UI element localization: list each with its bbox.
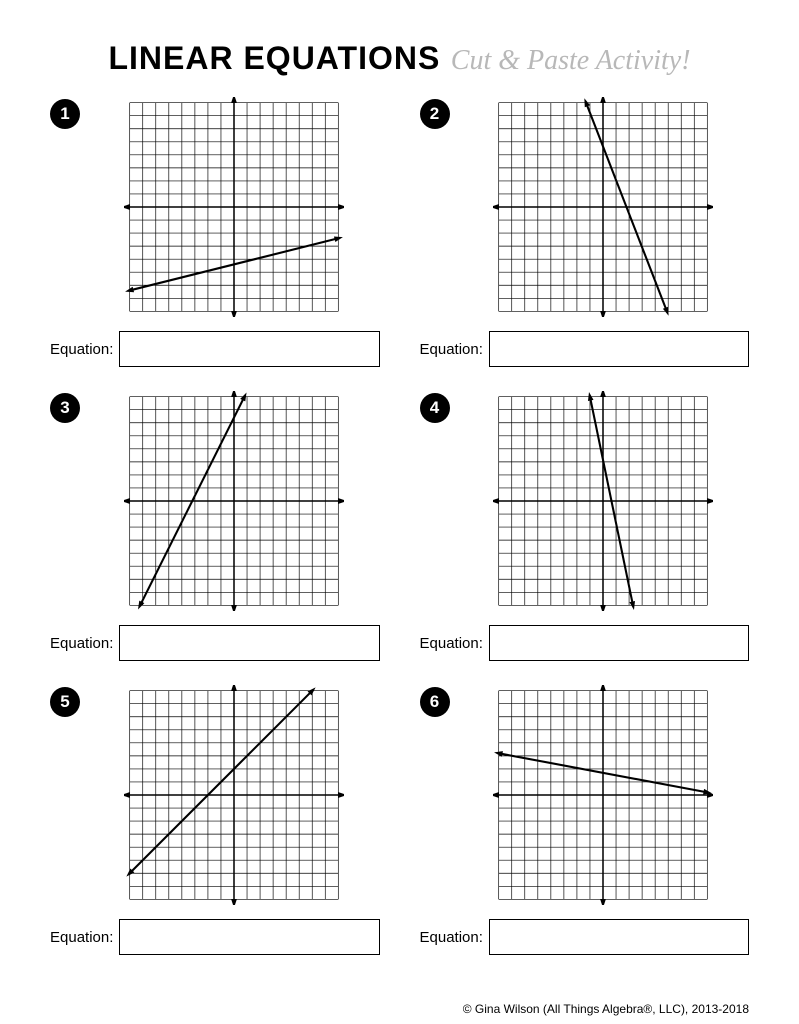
coordinate-grid	[124, 391, 344, 611]
problem-5: 5 Equation:	[50, 685, 380, 955]
title-script: Cut & Paste Activity!	[451, 45, 691, 76]
graph-wrap	[458, 97, 750, 317]
number-badge: 5	[50, 687, 80, 717]
problem-1: 1 Equation:	[50, 97, 380, 367]
equation-answer-box[interactable]	[489, 919, 749, 955]
coordinate-grid	[124, 685, 344, 905]
problem-3: 3 Equation:	[50, 391, 380, 661]
equation-row: Equation:	[50, 625, 380, 661]
equation-row: Equation:	[50, 331, 380, 367]
equation-answer-box[interactable]	[119, 331, 379, 367]
equation-label: Equation:	[420, 341, 483, 358]
graph-wrap	[458, 391, 750, 611]
equation-row: Equation:	[420, 331, 750, 367]
coordinate-grid	[493, 97, 713, 317]
equation-answer-box[interactable]	[119, 625, 379, 661]
problems-grid: 1 Equation: 2 Equation: 3 Equation: 4 Equation:…	[50, 97, 749, 955]
title-bold: LINEAR EQUATIONS	[108, 40, 440, 76]
problem-4: 4 Equation:	[420, 391, 750, 661]
equation-row: Equation:	[50, 919, 380, 955]
graph-wrap	[88, 391, 380, 611]
equation-label: Equation:	[420, 635, 483, 652]
coordinate-grid	[493, 391, 713, 611]
number-badge: 1	[50, 99, 80, 129]
equation-answer-box[interactable]	[489, 625, 749, 661]
equation-label: Equation:	[420, 929, 483, 946]
graph-row: 3	[50, 391, 380, 611]
title-row: LINEAR EQUATIONS Cut & Paste Activity!	[50, 40, 749, 77]
graph-row: 1	[50, 97, 380, 317]
coordinate-grid	[124, 97, 344, 317]
problem-6: 6 Equation:	[420, 685, 750, 955]
worksheet-page: LINEAR EQUATIONS Cut & Paste Activity! 1…	[0, 0, 799, 1024]
equation-label: Equation:	[50, 929, 113, 946]
graph-row: 6	[420, 685, 750, 905]
graph-wrap	[88, 685, 380, 905]
graph-row: 2	[420, 97, 750, 317]
copyright-text: © Gina Wilson (All Things Algebra®, LLC)…	[463, 1002, 749, 1016]
coordinate-grid	[493, 685, 713, 905]
graph-wrap	[458, 685, 750, 905]
equation-label: Equation:	[50, 341, 113, 358]
graph-row: 4	[420, 391, 750, 611]
number-badge: 2	[420, 99, 450, 129]
number-badge: 6	[420, 687, 450, 717]
graph-row: 5	[50, 685, 380, 905]
number-badge: 3	[50, 393, 80, 423]
number-badge: 4	[420, 393, 450, 423]
equation-answer-box[interactable]	[119, 919, 379, 955]
equation-label: Equation:	[50, 635, 113, 652]
equation-answer-box[interactable]	[489, 331, 749, 367]
problem-2: 2 Equation:	[420, 97, 750, 367]
equation-row: Equation:	[420, 625, 750, 661]
equation-row: Equation:	[420, 919, 750, 955]
graph-wrap	[88, 97, 380, 317]
